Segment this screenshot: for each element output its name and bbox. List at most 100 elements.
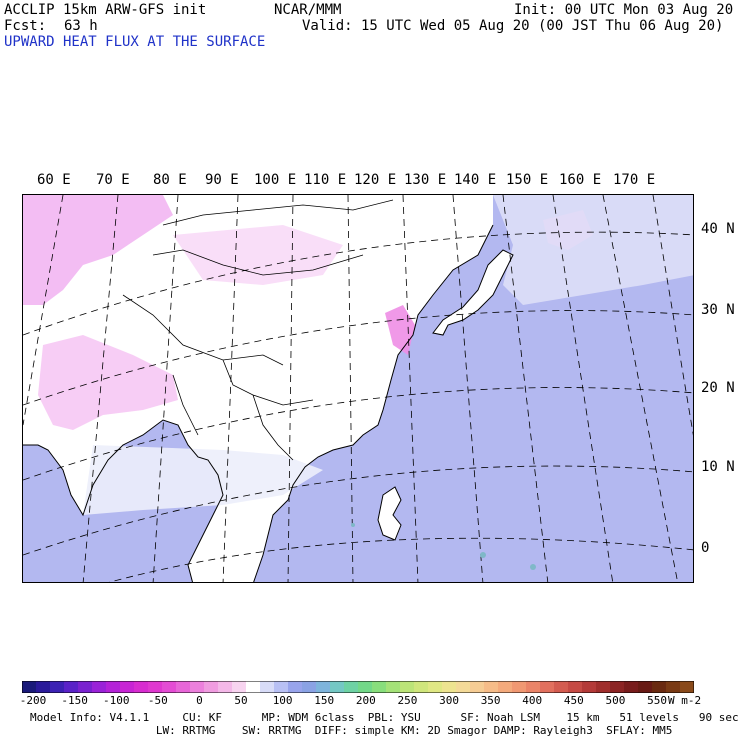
colorbar-cell: [596, 681, 611, 693]
init-time: Init: 00 UTC Mon 03 Aug 20: [514, 2, 734, 18]
colorbar-cell: [218, 681, 233, 693]
colorbar-cell: [176, 681, 191, 693]
lat-label: 0: [701, 540, 710, 556]
colorbar-cell: [246, 681, 261, 693]
colorbar-cell: [92, 681, 107, 693]
forecast-hour: 63 h: [64, 18, 98, 34]
lon-label: 110 E: [304, 172, 347, 188]
colorbar-tick-label: 0: [196, 694, 203, 707]
colorbar-cell: [638, 681, 653, 693]
colorbar-cell: [190, 681, 205, 693]
colorbar-cell: [470, 681, 485, 693]
land-philippines: [378, 487, 401, 540]
colorbar-tick-label: -100: [103, 694, 130, 707]
lon-label: 120 E: [354, 172, 397, 188]
colorbar-cell: [106, 681, 121, 693]
colorbar-cell: [666, 681, 681, 693]
lon-label: 140 E: [454, 172, 497, 188]
colorbar-cell: [36, 681, 51, 693]
colorbar-tick-label: 200: [355, 694, 376, 707]
colorbar-cell: [204, 681, 219, 693]
colorbar-cell: [414, 681, 429, 693]
colorbar-tick-label: 350: [480, 694, 501, 707]
colorbar-cell: [134, 681, 149, 693]
colorbar-cell: [260, 681, 275, 693]
colorbar-cell: [624, 681, 639, 693]
graticule: [23, 195, 693, 582]
land-asia: [23, 195, 493, 582]
colorbar-cell: [400, 681, 415, 693]
colorbar-cell: [50, 681, 65, 693]
colorbar-tick-label: 450: [563, 694, 584, 707]
valid-time: Valid: 15 UTC Wed 05 Aug 20 (00 JST Thu …: [302, 18, 724, 34]
lon-label: 80 E: [153, 172, 187, 188]
colorbar-cell: [22, 681, 37, 693]
colorbar-cell: [344, 681, 359, 693]
colorbar-cell: [372, 681, 387, 693]
lat-label: 30 N: [701, 302, 735, 318]
colorbar-cell: [148, 681, 163, 693]
model-title: ACCLIP 15km ARW-GFS init: [4, 2, 207, 18]
colorbar-cell: [680, 681, 694, 693]
lon-label: 60 E: [37, 172, 71, 188]
colorbar: [22, 681, 694, 693]
lon-label: 170 E: [613, 172, 656, 188]
colorbar-tick-label: 400: [522, 694, 543, 707]
colorbar-cell: [582, 681, 597, 693]
coastline-japan: [432, 249, 514, 336]
colorbar-cell: [316, 681, 331, 693]
colorbar-tick-label: 500: [605, 694, 626, 707]
pink-patch-china: [173, 225, 343, 285]
colorbar-tick-label: -200: [19, 694, 47, 707]
colorbar-cell: [456, 681, 471, 693]
lon-label: 160 E: [559, 172, 602, 188]
colorbar-tick-label: -50: [147, 694, 168, 707]
colorbar-cell: [498, 681, 513, 693]
colorbar-cell: [512, 681, 527, 693]
colorbar-cell: [64, 681, 79, 693]
field-title: UPWARD HEAT FLUX AT THE SURFACE: [4, 34, 266, 50]
flux-map: [22, 194, 694, 583]
ocean-north-pacific: [493, 195, 693, 305]
lat-label: 20 N: [701, 380, 735, 396]
lon-label: 70 E: [96, 172, 130, 188]
pink-patch-india: [38, 335, 178, 430]
colorbar-tick-label: 50: [234, 694, 248, 707]
colorbar-cell: [540, 681, 555, 693]
lon-label: 100 E: [254, 172, 297, 188]
colorbar-tick-label: -150: [61, 694, 88, 707]
colorbar-cell: [358, 681, 373, 693]
colorbar-cell: [302, 681, 317, 693]
colorbar-tick-label: 250: [397, 694, 418, 707]
colorbar-cell: [288, 681, 303, 693]
colorbar-cell: [568, 681, 583, 693]
colorbar-cell: [442, 681, 457, 693]
lat-label: 40 N: [701, 221, 735, 237]
lat-label: 10 N: [701, 459, 735, 475]
ocean-white-band: [83, 445, 323, 515]
forecast-label: Fcst:: [4, 18, 47, 34]
colorbar-cell: [484, 681, 499, 693]
colorbar-cell: [428, 681, 443, 693]
coastline-south-asia: [23, 419, 224, 582]
colorbar-cell: [386, 681, 401, 693]
colorbar-tick-label: 150: [314, 694, 335, 707]
lon-label: 150 E: [506, 172, 549, 188]
model-info-line1: Model Info: V4.1.1 CU: KF MP: WDM 6class…: [30, 711, 739, 724]
lon-label: 130 E: [404, 172, 447, 188]
colorbar-units: W m-2: [668, 694, 702, 707]
country-borders: [122, 199, 394, 461]
colorbar-cell: [274, 681, 289, 693]
colorbar-cell: [162, 681, 177, 693]
colorbar-cell: [526, 681, 541, 693]
colorbar-cell: [330, 681, 345, 693]
islands: [351, 523, 536, 570]
lon-label: 90 E: [205, 172, 239, 188]
colorbar-cell: [610, 681, 625, 693]
colorbar-tick-label: 550: [647, 694, 667, 707]
pink-patch-west: [23, 195, 173, 305]
colorbar-cell: [554, 681, 569, 693]
colorbar-cell: [78, 681, 93, 693]
colorbar-cell: [120, 681, 135, 693]
colorbar-cell: [232, 681, 247, 693]
